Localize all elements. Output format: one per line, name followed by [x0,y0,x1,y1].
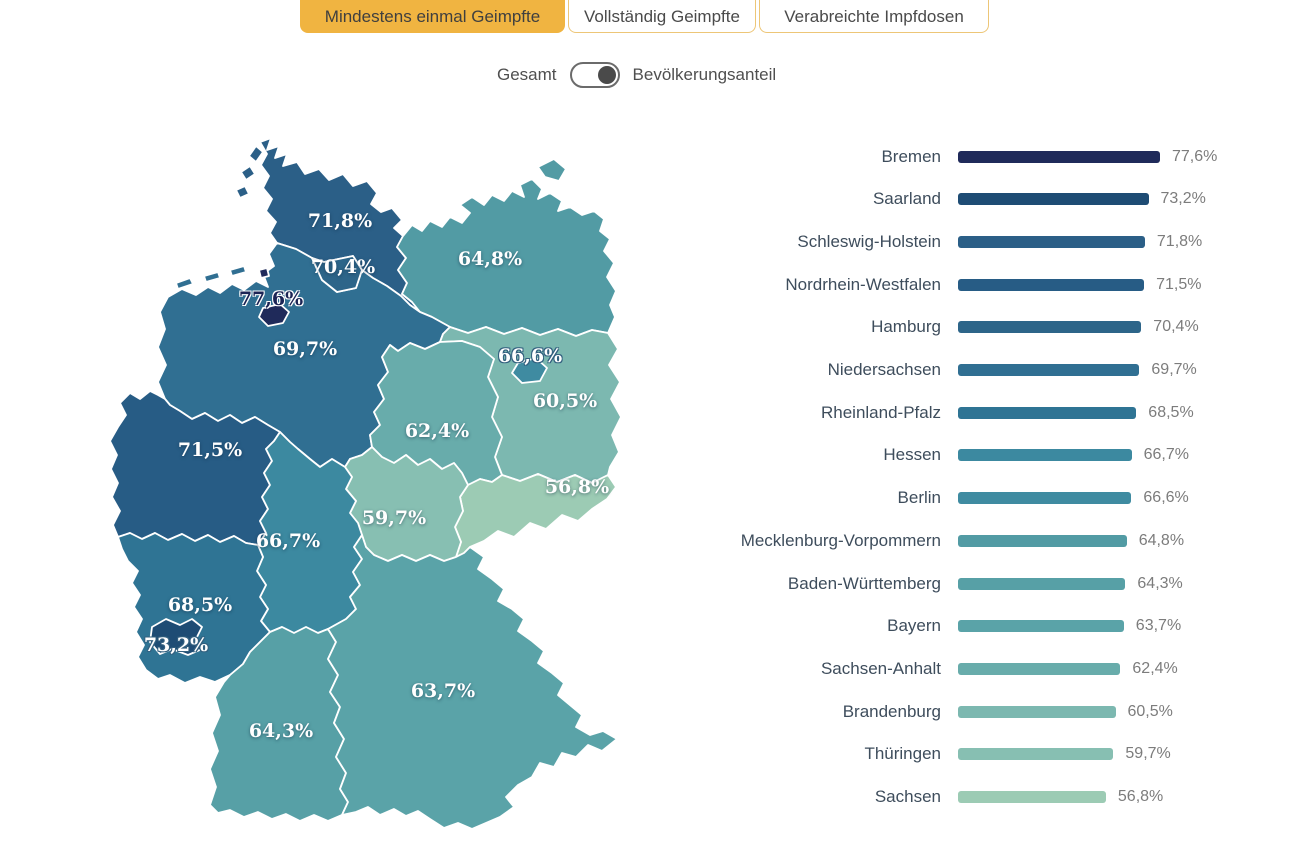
state-value-label: 66,7% [1143,446,1189,464]
state-name-label: Sachsen-Anhalt [820,658,941,678]
state-name-label: Baden-Württemberg [787,573,941,593]
state-shape-hamburg[interactable] [311,255,363,293]
germany-map-svg [110,137,622,830]
state-bar [958,620,1124,633]
state-name-label: Niedersachsen [827,360,941,379]
state-shape-saarland[interactable] [149,618,203,656]
state-name-label: Brandenburg [842,701,941,721]
state-bar [958,449,1132,462]
state-value-label: 56,8% [1117,788,1164,805]
map-value-label-be: 66,6% [497,345,563,367]
map-value-label-sl: 73,2% [143,634,209,656]
bar-row-bb: Brandenburg 60,5% [620,690,1295,733]
toggle-switch[interactable] [569,62,620,88]
bar-row-ni: Niedersachsen 69,7% [620,349,1295,392]
state-value-label: 71,8% [1156,232,1203,250]
bar-row-rp: Rheinland-Pfalz 68,5% [620,391,1295,434]
state-bar-chart: Bremen 77,6% Saarland 73,2% Schleswig-Holste… [620,135,1295,835]
bar-row-hh: Hamburg 70,4% [620,306,1295,349]
state-value-label: 70,4% [1153,318,1199,336]
bar-row-by: Bayern 63,7% [620,605,1295,648]
state-bar [958,662,1121,675]
bar-row-sl: Saarland 73,2% [620,178,1295,221]
state-shape-bayern[interactable] [327,534,618,830]
state-value-label: 66,6% [1143,489,1189,507]
map-value-label-by: 63,7% [410,680,476,702]
state-bar [958,791,1106,803]
state-bar [958,321,1142,334]
state-name-label: Hamburg [871,317,941,337]
state-bar [958,193,1149,206]
map-value-label-bw: 64,3% [248,720,314,742]
tab-vollstaendig-geimpfte[interactable]: Vollständig Geimpfte [568,0,756,33]
toggle-label-gesamt[interactable]: Gesamt [497,65,557,84]
bar-row-th: Thüringen 59,7% [620,733,1295,776]
tab-mindestens-einmal-geimpfte[interactable]: Mindestens einmal Geimpfte [300,0,565,33]
state-name-label: Hessen [883,445,941,465]
state-name-label: Berlin [897,488,941,508]
state-bar [958,406,1137,419]
state-bar [958,577,1126,590]
state-bar [958,278,1145,291]
map-value-label-mv: 64,8% [457,248,523,270]
metric-toggle-row: Gesamt Bevölkerungsanteil [497,60,776,90]
bar-row-sn: Sachsen 56,8% [620,776,1295,819]
map-value-label-ni: 69,7% [272,338,338,360]
state-shape-sh-islands [235,145,264,199]
map-value-label-sh: 71,8% [307,210,373,232]
state-value-label: 69,7% [1151,361,1197,378]
bar-row-hb: Bremen 77,6% [620,135,1295,178]
state-name-label: Saarland [872,189,941,209]
bar-row-bw: Baden-Württemberg 64,3% [620,562,1295,605]
state-value-label: 71,5% [1156,275,1202,293]
state-value-label: 68,5% [1148,403,1194,421]
state-name-label: Bremen [881,146,941,166]
bar-row-sh: Schleswig-Holstein 71,8% [620,220,1295,263]
state-value-label: 60,5% [1127,702,1173,720]
state-name-label: Thüringen [864,744,941,764]
toggle-knob [597,66,616,84]
state-name-label: Sachsen [874,787,941,806]
map-value-label-hb: 77,6% [238,288,304,310]
state-value-label: 73,2% [1160,190,1206,208]
map-value-label-he: 66,7% [255,530,321,552]
bar-row-he: Hessen 66,7% [620,434,1295,477]
state-name-label: Schleswig-Holstein [797,231,941,251]
state-value-label: 77,6% [1172,147,1218,165]
map-value-label-th: 59,7% [361,507,427,529]
state-bar [958,748,1114,761]
state-value-label: 64,8% [1138,531,1185,549]
map-value-label-rp: 68,5% [167,594,233,616]
germany-map: 77,6% 73,2% 71,8% 71,5% 70,4% 69,7% 68,5% 66,7%… [110,137,630,837]
tab-verabreichte-impfdosen[interactable]: Verabreichte Impfdosen [759,0,989,33]
map-value-label-bb: 60,5% [532,390,598,412]
state-name-label: Nordrhein-Westfalen [785,274,941,294]
state-shape-frisian-islands [175,265,247,290]
state-bar [958,150,1160,163]
state-bar [958,534,1127,547]
state-name-label: Bayern [887,616,941,636]
state-bar [958,235,1145,248]
state-shape-bremen[interactable] [258,267,290,327]
state-value-label: 64,3% [1137,574,1183,592]
bar-row-mv: Mecklenburg-Vorpommern 64,8% [620,519,1295,562]
state-shape-ruegen-island [537,158,567,182]
map-value-label-sn: 56,8% [544,476,610,498]
state-name-label: Rheinland-Pfalz [820,402,941,422]
state-shape-berlin[interactable] [511,357,548,384]
state-bar [958,492,1132,505]
bar-row-st: Sachsen-Anhalt 62,4% [620,647,1295,690]
state-value-label: 59,7% [1125,745,1171,763]
state-name-label: Mecklenburg-Vorpommern [740,530,941,550]
bar-row-be: Berlin 66,6% [620,477,1295,520]
map-value-label-hh: 70,4% [310,256,376,278]
map-value-label-st: 62,4% [404,420,470,442]
map-value-label-nw: 71,5% [177,439,243,461]
state-value-label: 62,4% [1132,659,1178,677]
state-value-label: 63,7% [1135,617,1182,635]
bar-row-nw: Nordrhein-Westfalen 71,5% [620,263,1295,306]
state-bar [958,705,1116,718]
toggle-label-bevoelkerungsanteil[interactable]: Bevölkerungsanteil [632,65,777,84]
state-bar [958,364,1140,376]
